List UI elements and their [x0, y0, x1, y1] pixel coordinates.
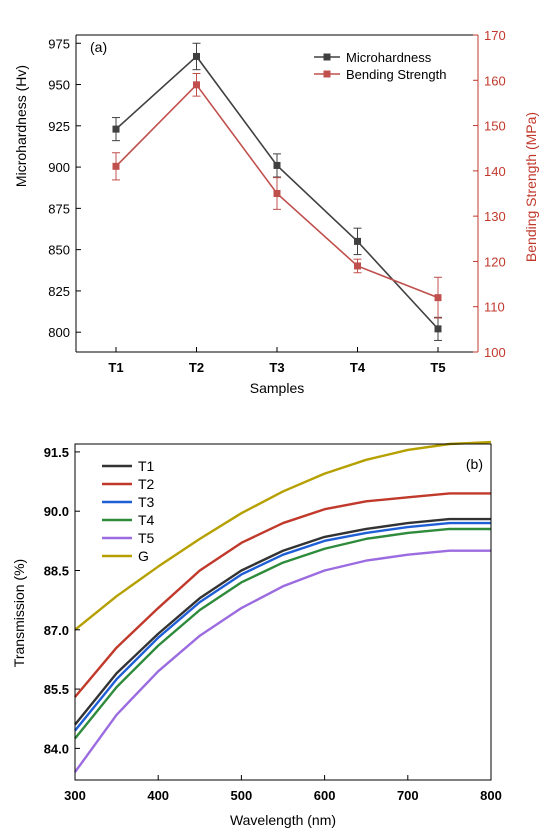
chart-a-axes: 800 825 850 875 900 925 950 975 100 110 120 130 140 1…: [48, 28, 505, 375]
x-tick-label: T1: [108, 360, 123, 375]
y-tick-label: 975: [48, 36, 70, 51]
x-tick-label: T3: [269, 360, 284, 375]
data-point: [273, 190, 281, 197]
chart-b-legend: T1 T2 T3 T4 T5 G: [102, 458, 155, 564]
y2-tick-label: 170: [484, 28, 506, 43]
series-line: [74, 440, 492, 631]
x-tick-label: T2: [189, 360, 204, 375]
chart-a-legend: Microhardness Bending Strength: [314, 50, 446, 82]
x-tick-label: T5: [430, 360, 445, 375]
y-tick-label: 91.5: [44, 445, 69, 460]
y2-tick-label: 160: [484, 73, 506, 88]
chart-b-series: [74, 440, 492, 773]
chart-a-x-axis-label: Samples: [250, 380, 304, 396]
y-tick-label: 87.0: [44, 623, 69, 638]
data-point: [354, 262, 361, 270]
legend-label: T5: [138, 530, 155, 546]
chart-microhardness-bending: 800 825 850 875 900 925 950 975 100 110 120 130 140 1…: [13, 28, 539, 396]
x-tick-label: 800: [480, 788, 502, 803]
y2-tick-label: 110: [484, 300, 505, 315]
legend-label: T4: [138, 512, 155, 528]
data-point: [193, 81, 200, 89]
y-tick-label: 88.5: [44, 563, 69, 578]
y-tick-label: 875: [48, 201, 70, 216]
series-line: [74, 521, 491, 732]
y-tick-label: 950: [48, 78, 70, 93]
y2-tick-label: 150: [484, 119, 506, 134]
data-point: [112, 125, 120, 133]
x-tick-label: T4: [350, 360, 366, 375]
legend-label: T3: [138, 494, 155, 510]
x-tick-label: 500: [231, 788, 253, 803]
data-point: [434, 325, 442, 333]
y-tick-label: 800: [48, 325, 70, 340]
x-tick-label: 400: [147, 788, 169, 803]
y-tick-label: 925: [48, 119, 70, 134]
chart-b-y-axis-label: Transmission (%): [11, 559, 27, 667]
legend-label: Bending Strength: [346, 67, 446, 82]
chart-b-x-axis-label: Wavelength (nm): [230, 812, 336, 828]
y-tick-label: 900: [48, 160, 70, 175]
legend-label: Microhardness: [346, 50, 432, 65]
series-line: [74, 517, 491, 726]
y2-tick-label: 100: [484, 345, 506, 360]
x-tick-label: 600: [314, 788, 336, 803]
y-tick-label: 84.0: [44, 741, 69, 756]
data-point: [112, 162, 120, 170]
y2-tick-label: 130: [484, 209, 506, 224]
chart-transmission: 300 400 500 600 700 800 84.0 85.5 87.0 88.5 90.0 91…: [11, 440, 502, 828]
y-tick-label: 90.0: [44, 504, 69, 519]
data-point: [273, 161, 281, 169]
series-line: [74, 492, 491, 698]
y-tick-label: 850: [48, 243, 70, 258]
legend-label: T2: [138, 476, 155, 492]
chart-a-series: [112, 42, 442, 341]
y-tick-label: 85.5: [44, 682, 69, 697]
y-tick-label: 825: [48, 284, 70, 299]
x-tick-label: 700: [397, 788, 419, 803]
legend-marker: [323, 70, 331, 78]
y2-tick-label: 120: [484, 254, 506, 269]
plot-frame: [74, 443, 492, 781]
data-point: [354, 237, 361, 245]
legend-label: T1: [138, 458, 155, 474]
x-tick-label: 300: [64, 788, 86, 803]
series-line: [74, 549, 491, 773]
data-point: [193, 52, 200, 60]
chart-a-panel-label: (a): [90, 39, 107, 55]
chart-a-y2-axis-label: Bending Strength (MPa): [523, 112, 539, 262]
chart-a-y-axis-label: Microhardness (Hv): [13, 65, 29, 187]
y2-tick-label: 140: [484, 164, 506, 179]
data-point: [434, 294, 442, 302]
chart-b-axes: 300 400 500 600 700 800 84.0 85.5 87.0 88.5 90.0 91…: [44, 443, 502, 803]
legend-marker: [323, 53, 331, 61]
legend-label: G: [138, 548, 149, 564]
series-line: [74, 527, 491, 740]
chart-b-panel-label: (b): [466, 456, 483, 472]
